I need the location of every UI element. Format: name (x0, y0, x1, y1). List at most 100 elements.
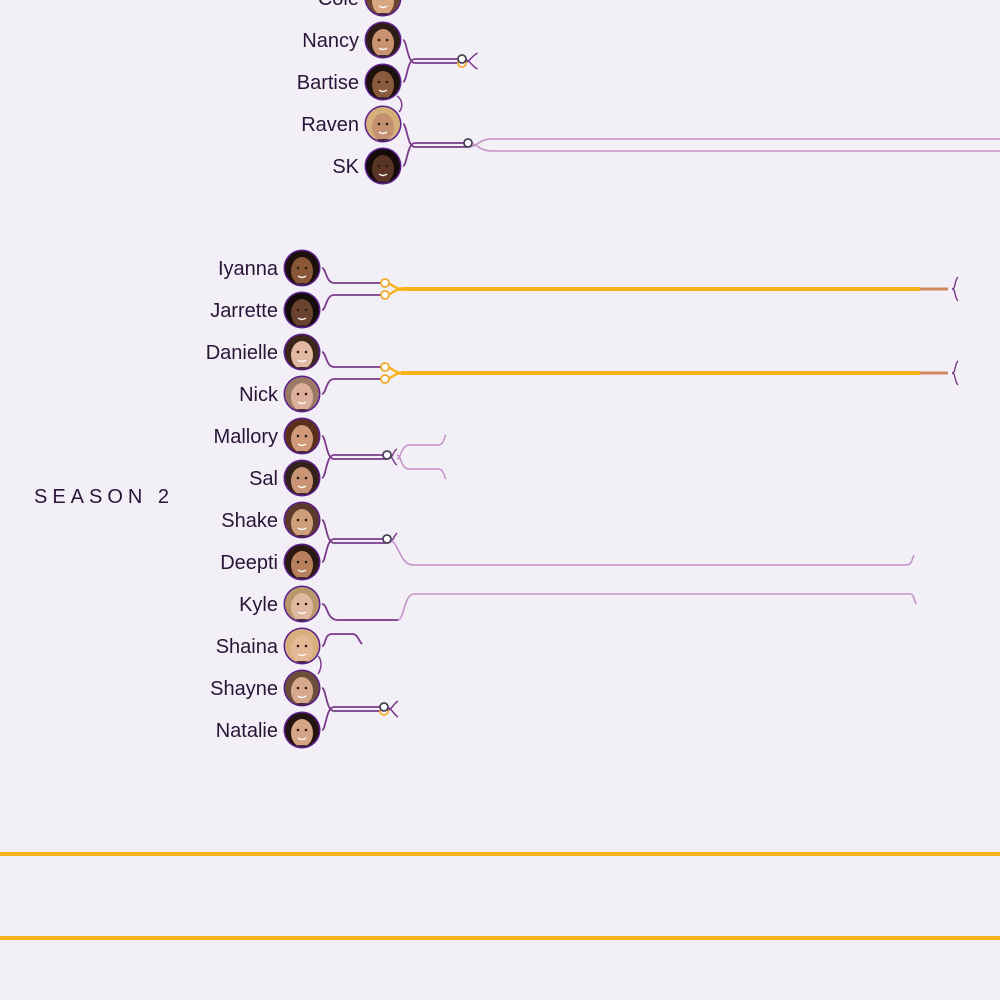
labels-layer: SEASON 2 Cole Nancy Bartise Raven SK Iyanna Jar… (34, 0, 360, 742)
avatar-eye (296, 350, 300, 354)
avatar-face (372, 113, 394, 141)
pair-nancy-bartise-b-stub (402, 58, 462, 83)
pair-shayne-natalie-a-stub (321, 687, 384, 712)
avatar-smile (297, 569, 307, 573)
pair-shake-deepti-b-continued (386, 538, 915, 566)
avatar-shoulders (367, 181, 399, 183)
pair-shake-deepti-a-stub (321, 519, 387, 544)
avatar-face (291, 467, 313, 495)
contestant-name-shayne: Shayne (210, 678, 278, 700)
pair-iyanna-jarrette-married-end (951, 276, 959, 302)
avatar-cole (364, 0, 402, 17)
avatar-shake (283, 501, 321, 539)
avatar-smile (297, 611, 307, 615)
avatar-nick (283, 375, 321, 413)
avatar-smile (297, 485, 307, 489)
contestant-name-natalie: Natalie (216, 720, 278, 742)
avatar-smile (378, 89, 388, 93)
avatar-smile (297, 359, 307, 363)
pair-raven-sk-a-continued (467, 138, 1000, 148)
avatar-eye (385, 164, 389, 168)
avatar-eye (377, 164, 381, 168)
avatar-eye (377, 122, 381, 126)
avatar-shaina (283, 627, 321, 665)
contestant-name-shaina: Shaina (216, 636, 279, 658)
avatar-face (372, 29, 394, 57)
pair-raven-sk-b-marker (463, 138, 473, 148)
avatar-face (372, 155, 394, 183)
avatar-nancy (364, 21, 402, 59)
avatar-eye (296, 476, 300, 480)
avatar-shoulders (286, 745, 318, 747)
pair-shayne-natalie-b-marker (379, 702, 389, 712)
pair-iyanna-jarrette-a-marker (380, 278, 390, 288)
pair-raven-sk-a-stub (402, 123, 468, 148)
avatar-danielle (283, 333, 321, 371)
pair-danielle-nick-a-stub (321, 351, 385, 368)
avatar-face (291, 425, 313, 453)
pair-kyle-shaina-a-line (321, 593, 917, 621)
lines-layer (0, 39, 1000, 940)
avatar-bartise (364, 63, 402, 101)
avatar-smile (297, 275, 307, 279)
contestant-name-deepti: Deepti (220, 552, 278, 574)
contestant-name-shake: Shake (221, 510, 278, 532)
contestant-name-sal: Sal (249, 468, 278, 490)
contestant-name-kyle: Kyle (239, 594, 278, 616)
pair-mallory-sal-b-stub (321, 454, 387, 479)
contestant-name-sk: SK (332, 156, 359, 178)
avatar-smile (297, 317, 307, 321)
pair-nancy-bartise-a-stub (402, 39, 462, 64)
avatar-eye (304, 476, 308, 480)
avatar-raven (364, 105, 402, 143)
avatar-eye (296, 602, 300, 606)
avatar-smile (297, 737, 307, 741)
avatar-shayne (283, 669, 321, 707)
avatar-face (372, 0, 394, 15)
avatar-smile (297, 653, 307, 657)
avatar-deepti (283, 543, 321, 581)
markers-layer (379, 54, 473, 716)
pair-raven-sk-b-stub (402, 142, 468, 167)
avatar-smile (297, 527, 307, 531)
avatar-eye (304, 560, 308, 564)
avatar-face (291, 593, 313, 621)
pair-nancy-bartise-b-marker (457, 54, 467, 64)
avatar-eye (296, 728, 300, 732)
pair-shayne-natalie-b-stub (321, 706, 384, 731)
avatar-face (291, 299, 313, 327)
avatar-eye (296, 392, 300, 396)
pair-kyle-shaina-b-line (321, 633, 363, 647)
avatar-sk (364, 147, 402, 185)
avatar-iyanna (283, 249, 321, 287)
contestant-name-iyanna: Iyanna (218, 258, 279, 280)
avatar-smile (378, 173, 388, 177)
avatar-eye (304, 686, 308, 690)
avatar-smile (378, 47, 388, 51)
avatar-natalie (283, 711, 321, 749)
pair-danielle-nick-b-stub (321, 378, 385, 395)
avatar-smile (297, 443, 307, 447)
avatar-eye (304, 434, 308, 438)
avatar-eye (304, 602, 308, 606)
avatar-eye (377, 80, 381, 84)
pair-mallory-sal-b-short (396, 454, 447, 480)
pair-kyle-shaina-a-stub (321, 603, 398, 621)
avatar-face (291, 509, 313, 537)
avatar-face (291, 551, 313, 579)
avatar-jarrette (283, 291, 321, 329)
pair-raven-sk-b-continued (467, 142, 1000, 152)
contestant-name-cole: Cole (318, 0, 359, 10)
avatar-face (291, 257, 313, 285)
bartise-raven-hook (396, 95, 403, 113)
pair-shake-deepti-b-marker (382, 534, 392, 544)
avatar-eye (304, 350, 308, 354)
avatar-eye (304, 392, 308, 396)
contestant-name-jarrette: Jarrette (210, 300, 278, 322)
avatar-mallory (283, 417, 321, 455)
avatar-smile (378, 131, 388, 135)
avatar-face (291, 635, 313, 663)
contestant-name-danielle: Danielle (206, 342, 278, 364)
avatar-eye (296, 560, 300, 564)
